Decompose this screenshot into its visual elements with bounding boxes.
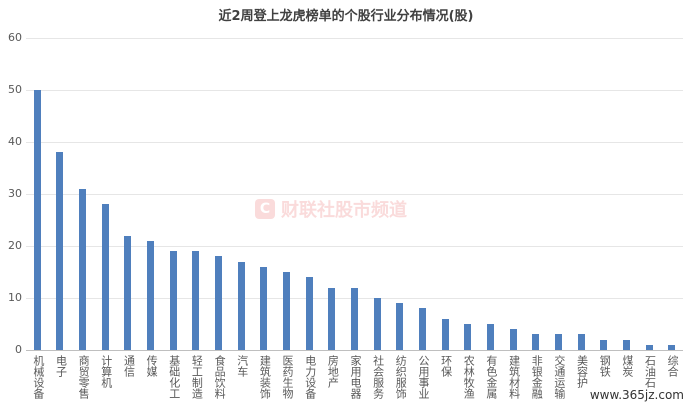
x-tick-label: 纺织服饰: [394, 355, 408, 399]
x-tick-label: 轻工制造: [190, 355, 204, 399]
bar: [147, 240, 155, 350]
bar: [169, 251, 177, 350]
bar: [124, 235, 132, 350]
bar: [101, 204, 109, 350]
x-tick-label: 环保: [439, 355, 453, 377]
y-tick-label: 10: [8, 291, 22, 304]
x-tick-label: 建筑材料: [507, 355, 521, 399]
x-tick-label: 煤炭: [620, 355, 634, 377]
watermark-logo-icon: C: [255, 199, 275, 219]
gridline: [26, 246, 683, 247]
x-tick-label: 电子: [54, 355, 68, 377]
bar: [192, 251, 200, 350]
watermark-text: 财联社股市频道: [281, 200, 407, 221]
x-tick-label: 房地产: [326, 355, 340, 388]
y-tick-label: 0: [15, 343, 22, 356]
y-tick-label: 60: [8, 31, 22, 44]
bar: [328, 287, 336, 350]
bar: [396, 303, 404, 350]
y-tick-label: 20: [8, 239, 22, 252]
x-tick-label: 电力设备: [303, 355, 317, 399]
bar: [283, 272, 291, 350]
bar: [79, 188, 87, 350]
x-tick-label: 机械设备: [31, 355, 45, 399]
gridline: [26, 38, 683, 39]
bar: [554, 334, 562, 350]
x-tick-label: 计算机: [99, 355, 113, 388]
chart-title: 近2周登上龙虎榜单的个股行业分布情况(股): [218, 9, 474, 24]
bar: [577, 334, 585, 350]
bar: [600, 339, 608, 350]
bar: [215, 256, 223, 350]
gridline: [26, 90, 683, 91]
bar: [464, 324, 472, 350]
bar: [305, 277, 313, 350]
x-tick-label: 美容护: [575, 355, 589, 388]
x-tick-label: 农林牧渔: [462, 355, 476, 399]
x-tick-label: 家用电器: [349, 355, 362, 399]
x-tick-label: 公用事业: [416, 355, 430, 399]
x-tick-label: 医药生物: [281, 355, 295, 399]
bar: [622, 339, 630, 350]
x-tick-label: 石油石: [643, 355, 657, 388]
watermark: C 财联社股市频道: [255, 196, 407, 222]
bar: [418, 308, 426, 350]
bar: [237, 261, 245, 350]
bar: [56, 152, 64, 350]
x-tick-label: 钢铁: [598, 355, 612, 377]
bar: [33, 90, 41, 350]
bar: [486, 324, 494, 350]
x-tick-label: 商贸零售: [77, 355, 91, 399]
x-tick-label: 通信: [122, 355, 136, 377]
bar: [509, 329, 517, 350]
x-tick-label: 交通运输: [552, 355, 566, 399]
corner-watermark: www.365jz.com: [587, 388, 686, 402]
bar: [373, 298, 381, 350]
x-tick-label: 综合: [666, 355, 680, 377]
bar: [532, 334, 540, 350]
x-tick-label: 有色金属: [484, 355, 498, 399]
bar: [668, 344, 676, 350]
y-tick-label: 50: [8, 83, 22, 96]
x-tick-label: 汽车: [235, 355, 249, 377]
gridline: [26, 142, 683, 143]
x-tick-label: 食品饮料: [213, 355, 227, 399]
x-tick-label: 建筑装饰: [258, 355, 272, 399]
x-tick-label: 基础化工: [167, 355, 181, 399]
x-tick-label: 非银金融: [530, 355, 544, 399]
bar: [441, 318, 449, 350]
x-tick-label: 社会服务: [371, 355, 385, 399]
bar: [351, 287, 358, 350]
bar: [260, 266, 268, 350]
y-tick-label: 30: [8, 187, 22, 200]
x-tick-label: 传媒: [145, 355, 159, 377]
bar: [645, 344, 653, 350]
x-axis-line: [26, 350, 683, 351]
gridline: [26, 194, 683, 195]
y-tick-label: 40: [8, 135, 22, 148]
